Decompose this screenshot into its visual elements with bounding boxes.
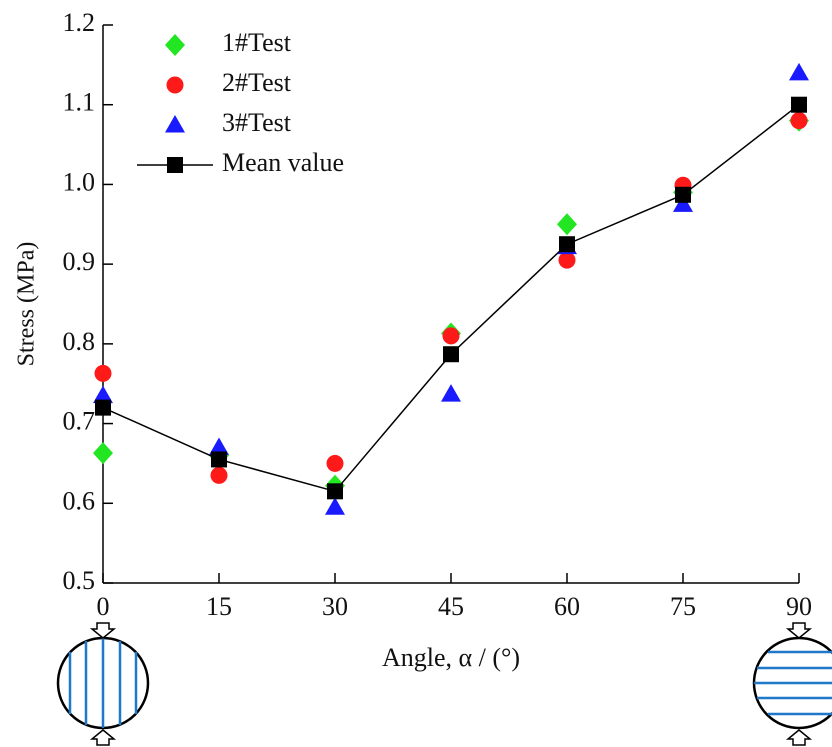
triangle-marker	[93, 385, 113, 404]
circle-marker	[94, 364, 112, 382]
x-tick-label: 0	[97, 592, 110, 621]
x-tick-label: 60	[554, 592, 580, 621]
x-tick-label: 45	[438, 592, 464, 621]
square-marker	[167, 157, 183, 173]
x-tick-label: 30	[322, 592, 348, 621]
y-tick-label: 0.9	[63, 247, 96, 276]
circle-marker	[790, 112, 808, 130]
x-tick-label: 15	[206, 592, 232, 621]
y-tick-label: 1.0	[63, 167, 96, 196]
triangle-marker	[209, 437, 229, 455]
legend-label: Mean value	[222, 148, 344, 177]
circle-marker	[558, 251, 576, 269]
y-tick-label: 1.1	[63, 88, 96, 117]
mean-line	[102, 104, 800, 493]
triangle-marker	[325, 497, 345, 515]
y-tick-label: 0.6	[63, 486, 96, 515]
triangle-marker	[441, 384, 461, 402]
x-tick-label: 90	[786, 592, 812, 621]
y-tick-label: 0.5	[63, 566, 96, 595]
square-marker	[327, 483, 343, 500]
square-marker	[95, 399, 111, 416]
y-tick-label: 0.8	[63, 327, 96, 356]
legend-label: 2#Test	[222, 68, 292, 97]
specimen-vertical	[56, 622, 150, 746]
square-marker	[443, 346, 459, 363]
y-tick-label: 1.2	[63, 8, 96, 37]
y-tick-label: 0.7	[63, 407, 96, 436]
legend-label: 1#Test	[222, 28, 292, 57]
y-axis-title: Stress (MPa)	[14, 242, 40, 367]
circle-marker	[166, 76, 184, 94]
circle-marker	[326, 454, 344, 472]
x-tick-label: 75	[670, 592, 696, 621]
circle-marker	[442, 327, 460, 345]
square-marker	[559, 236, 575, 253]
triangle-marker	[789, 62, 809, 81]
square-marker	[211, 451, 227, 468]
specimen-horizontal	[752, 622, 832, 746]
triangle-marker	[673, 194, 693, 212]
circle-marker	[210, 466, 228, 484]
diamond-marker	[93, 442, 113, 465]
square-marker	[791, 96, 807, 113]
x-axis-title: Angle, α / (°)	[382, 643, 520, 672]
triangle-marker	[165, 115, 185, 133]
legend-label: 3#Test	[222, 108, 292, 137]
square-marker	[675, 186, 691, 203]
diamond-marker	[557, 213, 577, 236]
diamond-marker	[165, 34, 185, 56]
